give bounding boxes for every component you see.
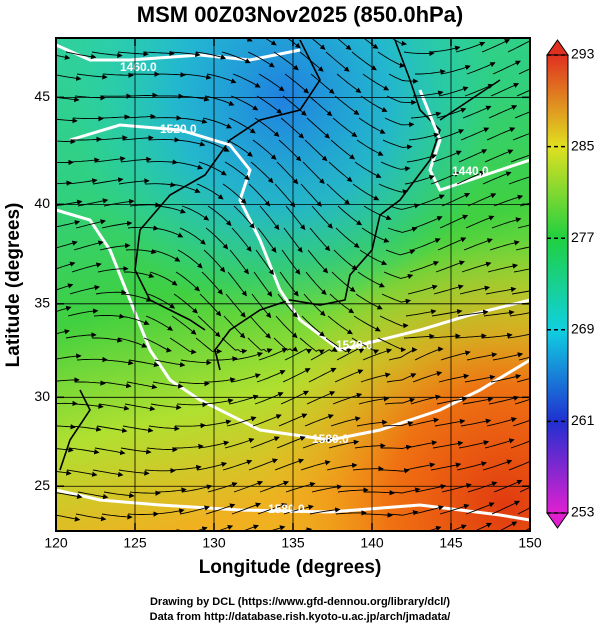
colorbar-tick-label: 285 — [571, 137, 595, 153]
x-tick-label: 135 — [281, 535, 305, 551]
streamline — [308, 533, 338, 537]
x-tick-label: 130 — [202, 535, 226, 551]
credit: Data from http://database.rish.kyoto-u.a… — [150, 611, 451, 623]
map-field: 1460.0 1520.0 1440.0 1520.0 1580.0 1580.… — [40, 16, 549, 543]
y-tick-label: 35 — [34, 294, 50, 310]
x-tick-label: 120 — [44, 535, 68, 551]
x-axis-label: Longitude (degrees) — [199, 557, 382, 578]
contour-label: 1520.0 — [160, 122, 197, 136]
streamline — [386, 533, 415, 537]
colorbar: 253 261 269 277 285 293 — [547, 40, 595, 528]
contour-label: 1440.0 — [452, 164, 489, 178]
colorbar-extend — [547, 513, 568, 528]
x-tick-label: 150 — [518, 535, 542, 551]
colorbar-extend — [547, 40, 568, 55]
colorbar-tick-label: 261 — [571, 412, 595, 428]
x-tick-label: 125 — [123, 535, 147, 551]
streamline — [68, 30, 97, 36]
streamline — [406, 30, 436, 32]
colorbar-tick-label: 269 — [571, 321, 595, 337]
y-tick-label: 45 — [34, 88, 50, 104]
streamline — [172, 30, 202, 34]
title: MSM 00Z03Nov2025 (850.0hPa) — [137, 2, 464, 27]
y-axis-label: Latitude (degrees) — [3, 203, 24, 368]
y-tick-label: 40 — [34, 195, 50, 211]
contour-label: 1520.0 — [336, 338, 373, 352]
streamline — [94, 30, 124, 35]
streamline — [198, 30, 227, 37]
streamline — [510, 16, 536, 30]
streamline — [120, 30, 150, 34]
x-tick-label: 145 — [439, 535, 463, 551]
credit: Drawing by DCL (https://www.gfd-dennou.o… — [150, 596, 450, 608]
colorbar-tick-label: 253 — [571, 504, 595, 520]
streamline — [484, 17, 511, 30]
streamline — [146, 30, 176, 33]
x-tick-label: 140 — [360, 535, 384, 551]
contour-label: 1580.0 — [268, 502, 305, 516]
streamline — [42, 30, 71, 37]
colorbar-tick-label: 293 — [571, 46, 595, 62]
colorbar-tick-label: 277 — [571, 229, 595, 245]
streamline — [74, 536, 104, 541]
y-tick-label: 30 — [34, 388, 50, 404]
y-tick-label: 25 — [34, 477, 50, 493]
colorbar-body — [547, 55, 568, 513]
contour-label: 1460.0 — [120, 60, 157, 74]
contour-label: 1580.0 — [312, 432, 349, 446]
